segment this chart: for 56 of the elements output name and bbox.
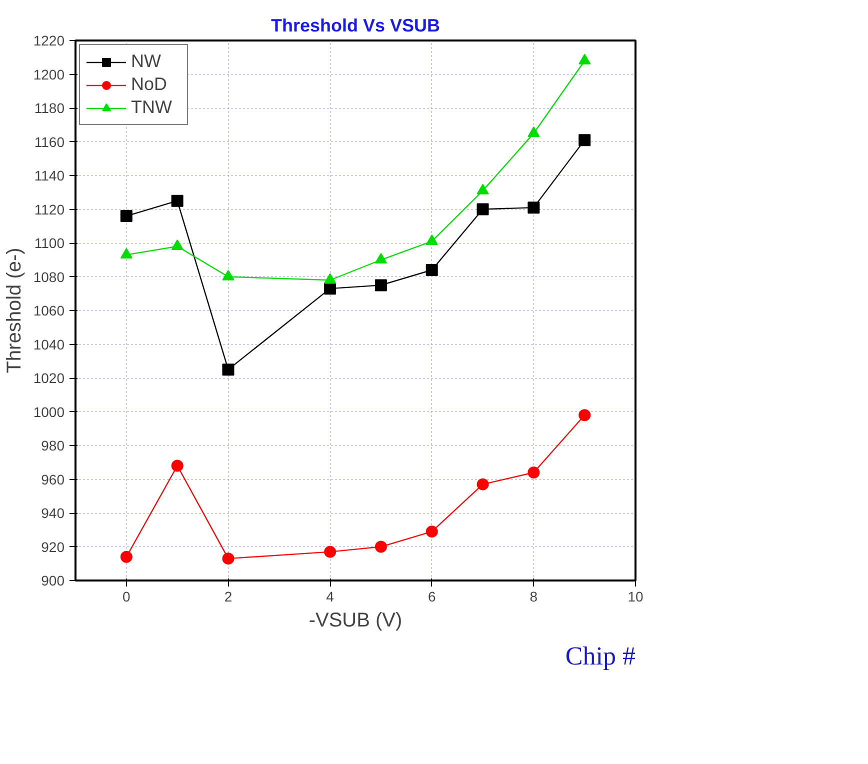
point [374,253,387,264]
y-tick-label: 1220 [33,32,65,48]
point [120,550,132,563]
x-tick-label: 8 [530,588,538,604]
point [171,460,184,472]
point [171,240,184,250]
point [171,194,184,207]
point [426,264,438,276]
y-tick-label: 900 [41,572,65,588]
x-tick-label: 6 [428,588,436,604]
x-tick-label: 0 [122,588,131,604]
point [578,134,591,146]
point [324,546,336,558]
text: Chip # [565,642,636,670]
y-axis-title: Threshold (e-) [3,248,26,374]
y-tick-label: 1040 [33,336,65,352]
legend-label: TNW [131,97,173,118]
y-tick-label: 1180 [34,100,65,116]
y-tick-label: 960 [41,471,65,488]
point [476,478,489,490]
y-tick-label: 1000 [33,404,65,420]
legend-label: NW [131,51,162,72]
x-tick-label: 4 [326,588,334,604]
point [222,364,234,376]
point [426,234,438,245]
point [374,279,387,292]
y-tick-label: 920 [41,538,65,555]
x-tick-label: 10 [628,588,644,604]
point [578,409,591,422]
point [374,540,387,553]
point [120,210,132,222]
x-tick-label: 2 [224,588,232,604]
point [426,526,438,538]
y-tick-label: 1020 [33,370,65,386]
point [528,202,540,214]
y-tick-label: 1080 [33,268,65,285]
legend-label: NoD [131,74,168,95]
y-tick-label: 1200 [33,66,65,82]
point [476,184,489,194]
y-tick-label: 1120 [34,201,65,218]
y-tick-label: 1060 [33,302,65,318]
y-tick-label: 1100 [34,235,65,251]
point [222,270,234,280]
chart-title: Threshold Vs VSUB [270,16,440,36]
y-tick-label: 1140 [34,168,65,184]
y-tick-label: 940 [41,505,65,521]
point [528,126,540,137]
point [324,273,336,284]
point [528,466,540,478]
point [120,248,132,258]
point [222,552,234,565]
y-tick-label: 980 [41,438,65,454]
y-tick-label: 1160 [34,134,65,150]
point [578,54,591,64]
x-axis-title: -VSUB (V) [308,610,402,632]
point [476,203,489,216]
